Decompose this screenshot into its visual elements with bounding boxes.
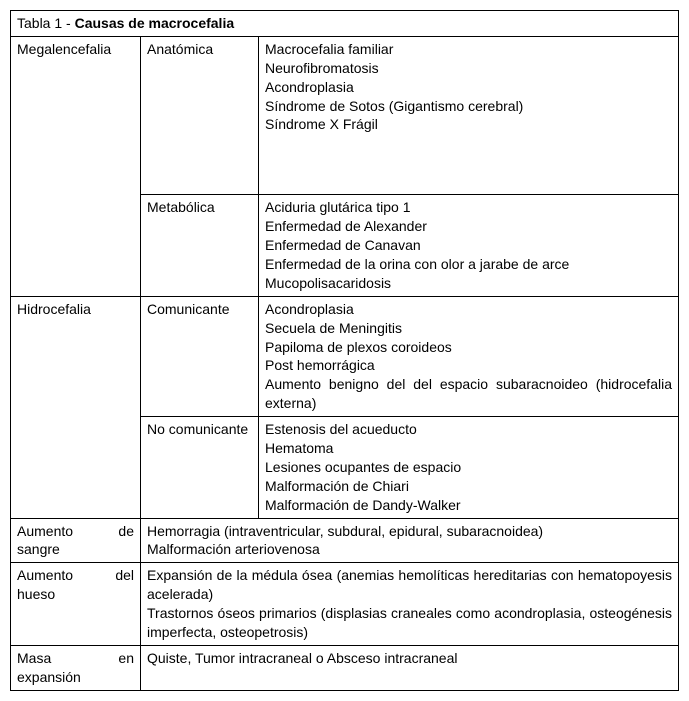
subcategory-cell: Anatómica: [141, 36, 259, 194]
category-cell: Hidrocefalia: [11, 296, 141, 518]
category-cell: Masa en expansión: [11, 645, 141, 690]
table-row: Hidrocefalia Comunicante Acondroplasia S…: [11, 296, 679, 416]
list-item: Expansión de la médula ósea (anemias hem…: [147, 566, 672, 604]
list-item: Neurofibromatosis: [265, 59, 672, 78]
list-item: Acondroplasia: [265, 78, 672, 97]
list-item: Malformación arteriovenosa: [147, 540, 672, 559]
list-item: Trastornos óseos primarios (displasias c…: [147, 604, 672, 642]
list-item: Enfermedad de Canavan: [265, 236, 672, 255]
list-item: Síndrome de Sotos (Gigantismo cerebral): [265, 97, 672, 116]
table-title: Tabla 1 - Causas de macrocefalia: [11, 11, 679, 37]
list-item: Hematoma: [265, 439, 672, 458]
details-cell: Hemorragia (intraventricular, subdural, …: [141, 518, 679, 563]
category-cell: Aumento de sangre: [11, 518, 141, 563]
list-item: Quiste, Tumor intracraneal o Absceso int…: [147, 649, 672, 668]
category-cell: Megalencefalia: [11, 36, 141, 296]
table-row: Masa en expansión Quiste, Tumor intracra…: [11, 645, 679, 690]
list-item: Estenosis del acueducto: [265, 420, 672, 439]
title-bold: Causas de macrocefalia: [75, 15, 235, 31]
list-item: Enfermedad de Alexander: [265, 217, 672, 236]
list-item: Lesiones ocupantes de espacio: [265, 458, 672, 477]
items-cell: Acondroplasia Secuela de Meningitis Papi…: [259, 296, 679, 416]
macrocefalia-causes-table-wrap: Tabla 1 - Causas de macrocefalia Megalen…: [10, 10, 679, 691]
list-item: Aciduria glutárica tipo 1: [265, 198, 672, 217]
list-item: Mucopolisacaridosis: [265, 274, 672, 293]
items-cell: Estenosis del acueducto Hematoma Lesione…: [259, 417, 679, 518]
list-item: Malformación de Chiari: [265, 477, 672, 496]
table-title-row: Tabla 1 - Causas de macrocefalia: [11, 11, 679, 37]
list-item: Aumento benigno del del espacio subaracn…: [265, 375, 672, 413]
list-item: Post hemorrágica: [265, 356, 672, 375]
macrocefalia-causes-table: Tabla 1 - Causas de macrocefalia Megalen…: [10, 10, 679, 691]
list-item: Enfermedad de la orina con olor a jarabe…: [265, 255, 672, 274]
subcategory-cell: No comunicante: [141, 417, 259, 518]
table-row: Megalencefalia Anatómica Macrocefalia fa…: [11, 36, 679, 194]
details-cell: Quiste, Tumor intracraneal o Absceso int…: [141, 645, 679, 690]
category-cell: Aumento del hueso: [11, 563, 141, 646]
items-cell: Aciduria glutárica tipo 1 Enfermedad de …: [259, 195, 679, 296]
subcategory-cell: Comunicante: [141, 296, 259, 416]
list-item: Síndrome X Frágil: [265, 115, 672, 134]
table-row: Aumento del hueso Expansión de la médula…: [11, 563, 679, 646]
list-item: Malformación de Dandy-Walker: [265, 496, 672, 515]
title-prefix: Tabla 1 -: [17, 15, 75, 31]
list-item: Papiloma de plexos coroideos: [265, 338, 672, 357]
list-item: Hemorragia (intraventricular, subdural, …: [147, 522, 672, 541]
list-item: Acondroplasia: [265, 300, 672, 319]
details-cell: Expansión de la médula ósea (anemias hem…: [141, 563, 679, 646]
items-cell: Macrocefalia familiar Neurofibromatosis …: [259, 36, 679, 194]
list-item: Secuela de Meningitis: [265, 319, 672, 338]
list-item: Macrocefalia familiar: [265, 40, 672, 59]
subcategory-cell: Metabólica: [141, 195, 259, 296]
table-row: Aumento de sangre Hemorragia (intraventr…: [11, 518, 679, 563]
